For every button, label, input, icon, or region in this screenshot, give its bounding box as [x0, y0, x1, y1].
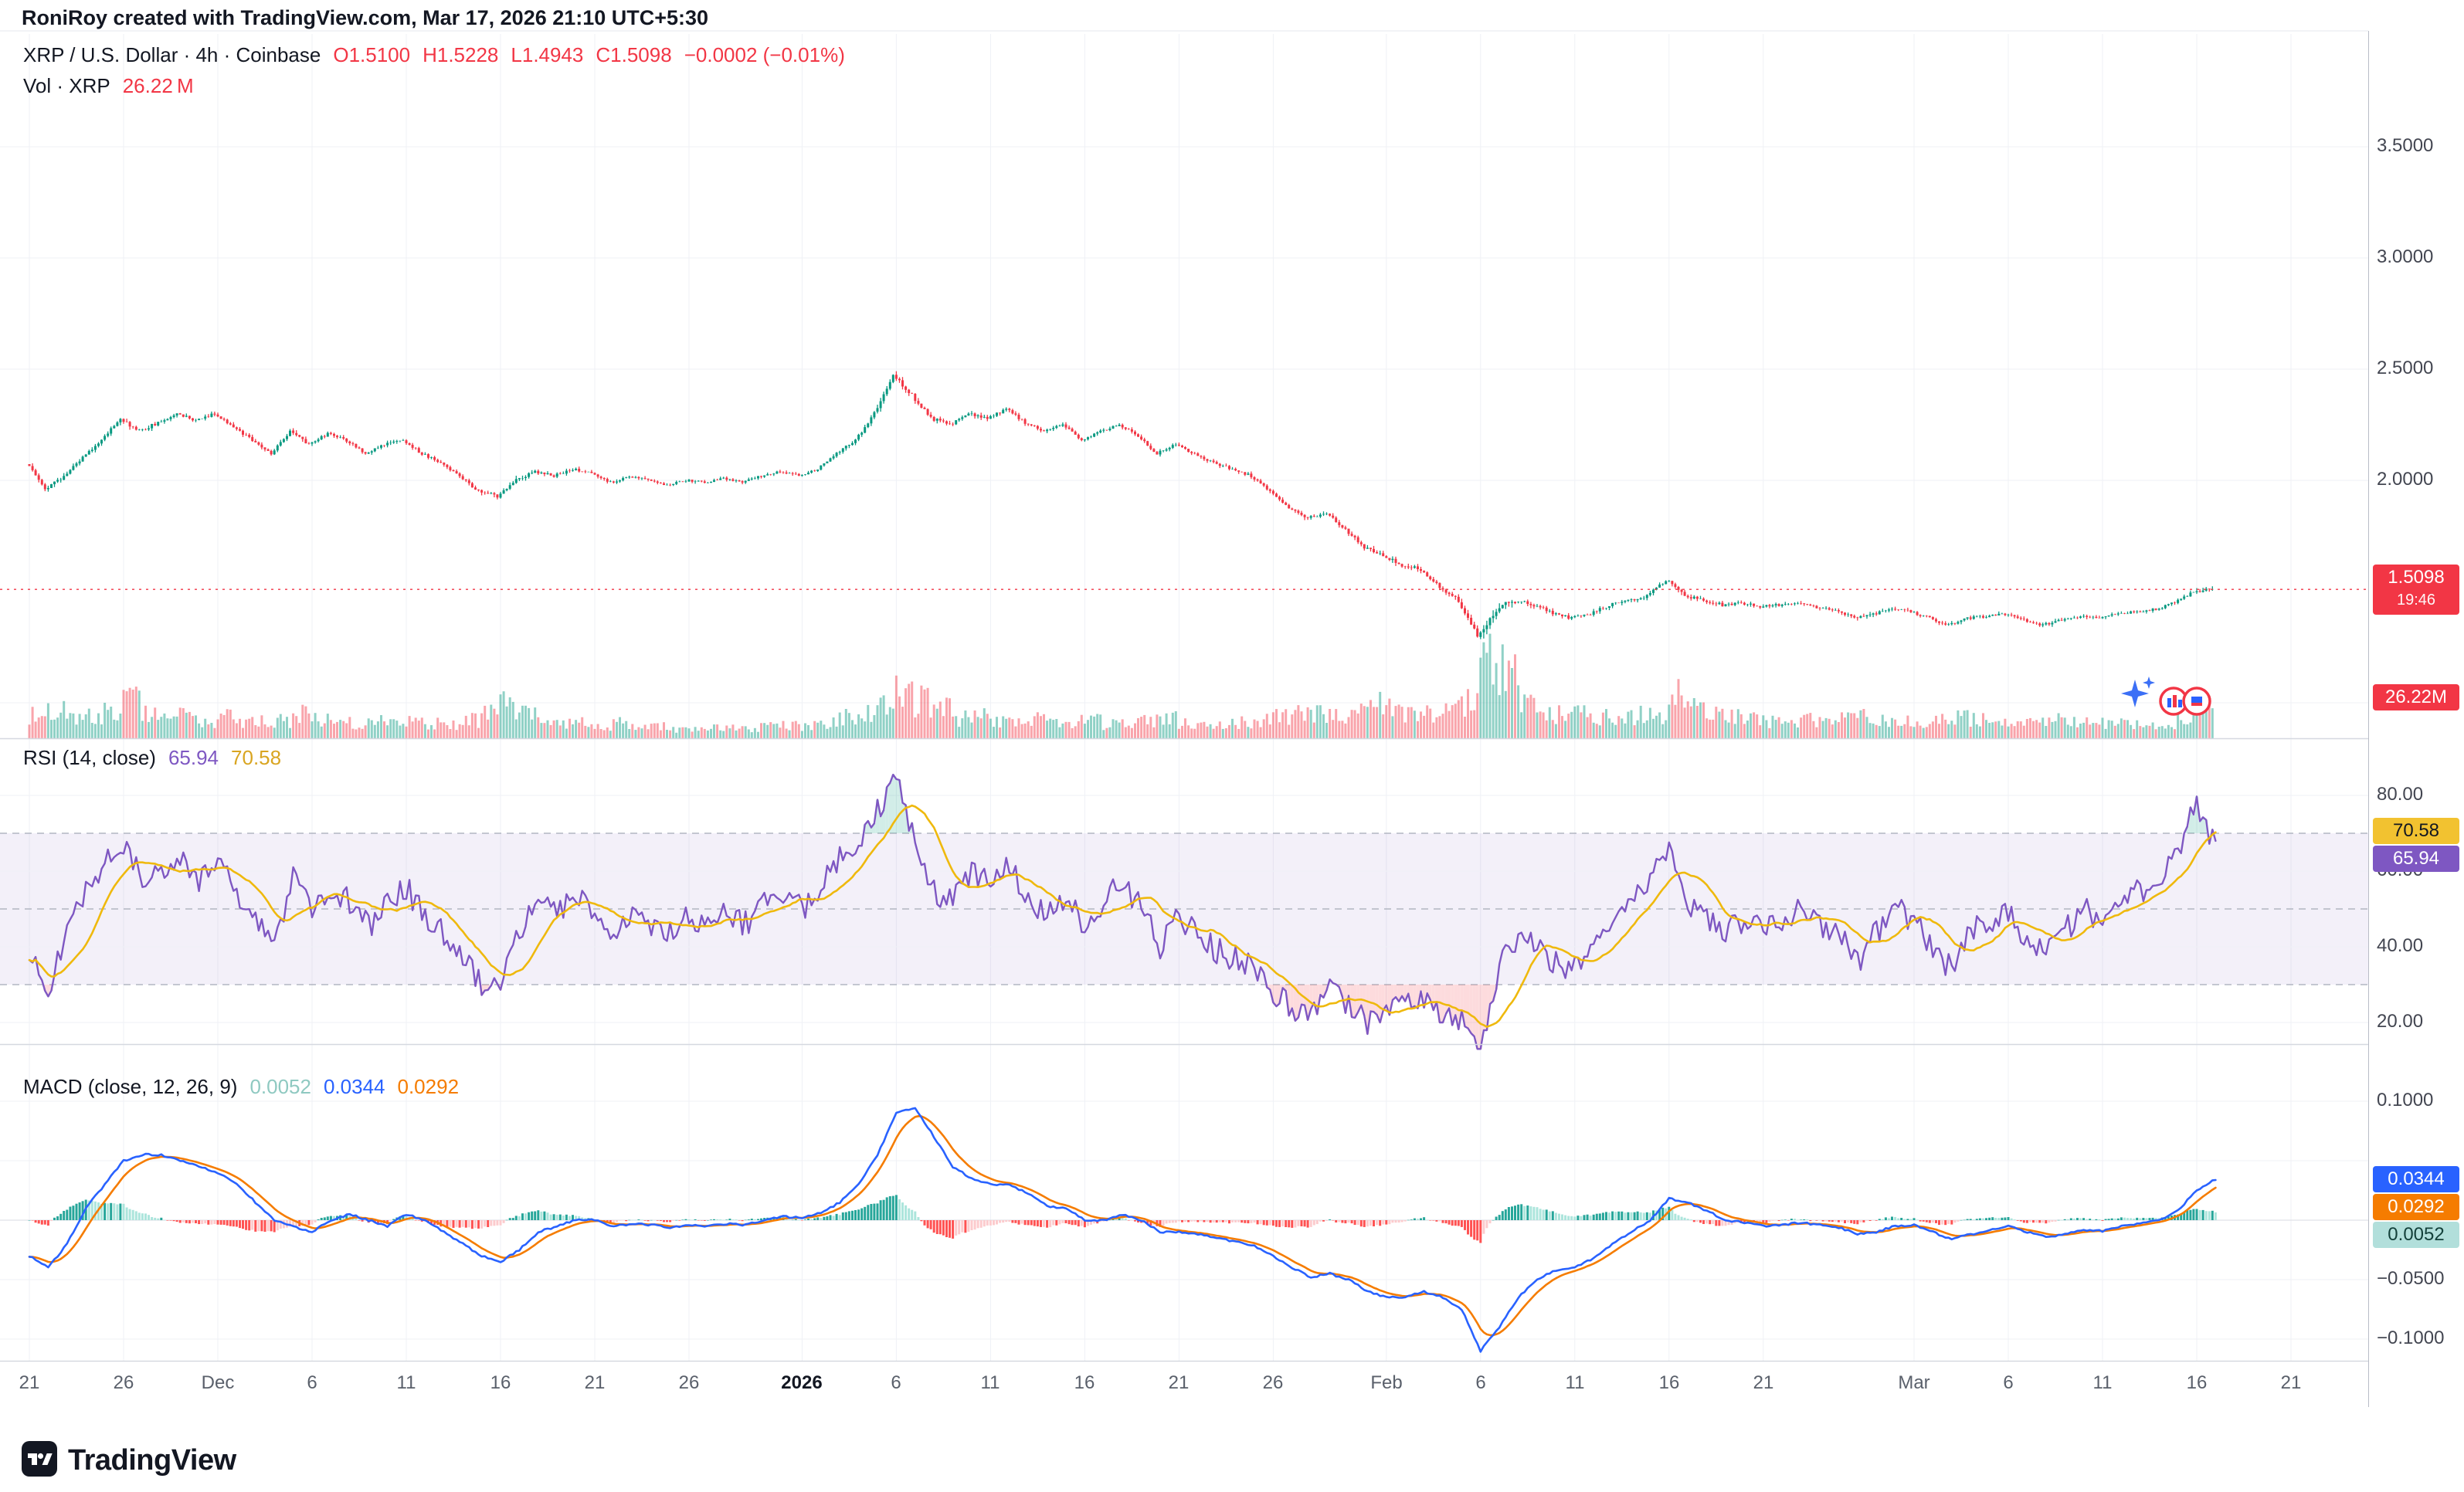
- volume-legend: Vol · XRP 26.22 M: [23, 74, 194, 98]
- tradingview-logo-icon[interactable]: [22, 1441, 57, 1480]
- macd-signal-value: 0.0292: [397, 1075, 460, 1098]
- axis-tick-label: 40.00: [2377, 935, 2424, 956]
- tradingview-wordmark: TradingView: [68, 1444, 236, 1477]
- time-tick-label: 11: [396, 1372, 416, 1393]
- macd-hist-badge: 0.0052: [2373, 1222, 2459, 1249]
- time-tick-label: 11: [980, 1372, 1000, 1393]
- footer-brand[interactable]: TradingView: [22, 1441, 236, 1480]
- axis-tick-label: 2.0000: [2377, 469, 2434, 490]
- time-tick-label: 11: [1565, 1372, 1585, 1393]
- macd-hist-value: 0.0052: [249, 1075, 311, 1098]
- rsi-label[interactable]: RSI (14, close): [23, 746, 156, 769]
- rsi-ma-badge: 70.58: [2373, 818, 2459, 845]
- bar-countdown: 19:46: [2396, 592, 2436, 609]
- rsi-ma-value: 70.58: [231, 746, 282, 769]
- rsi-value: 65.94: [168, 746, 219, 769]
- time-tick-label: 21: [1168, 1372, 1190, 1393]
- time-tick-label: 16: [1074, 1372, 1095, 1393]
- time-tick-label: 2026: [781, 1372, 823, 1393]
- last-price-value: 1.5098: [2388, 567, 2445, 588]
- rsi-legend: RSI (14, close) 65.94 70.58: [23, 746, 281, 770]
- axis-tick-label: 3.0000: [2377, 246, 2434, 267]
- volume-label[interactable]: Vol · XRP: [23, 74, 110, 97]
- time-tick-label: 16: [2186, 1372, 2208, 1393]
- ohlc-open: O1.5100: [333, 43, 411, 66]
- axis-tick-label: 2.5000: [2377, 358, 2434, 378]
- time-tick-label: Dec: [201, 1372, 235, 1393]
- time-tick-label: 16: [1658, 1372, 1680, 1393]
- ohlc-high: H1.5228: [423, 43, 499, 66]
- last-price-badge: 1.5098 19:46: [2373, 565, 2459, 615]
- macd-badge: 0.0344: [2373, 1166, 2459, 1193]
- macd-legend: MACD (close, 12, 26, 9) 0.0052 0.0344 0.…: [23, 1075, 459, 1099]
- time-axis[interactable]: 21 26 Dec 6 11 16 21 26 2026 6 11 16 21 26 Feb 6 11 16 21 M…: [0, 1361, 2368, 1408]
- time-tick-label: 21: [19, 1372, 40, 1393]
- time-tick-label: 26: [113, 1372, 134, 1393]
- event-markers[interactable]: [2118, 676, 2218, 724]
- axis-tick-label: 80.00: [2377, 784, 2424, 805]
- axis-tick-label: 20.00: [2377, 1011, 2424, 1032]
- macd-label[interactable]: MACD (close, 12, 26, 9): [23, 1075, 238, 1098]
- sparkle-small-icon: [2143, 676, 2155, 689]
- axis-tick-label: 0.1000: [2377, 1090, 2434, 1111]
- time-tick-label: Mar: [1898, 1372, 1930, 1393]
- time-tick-label: 6: [307, 1372, 317, 1393]
- volume-value: 26.22 M: [122, 74, 194, 97]
- volume-badge: 26.22M: [2373, 684, 2459, 710]
- time-tick-label: 11: [2092, 1372, 2113, 1393]
- symbol-legend: XRP / U.S. Dollar · 4h · Coinbase O1.510…: [23, 43, 845, 67]
- time-tick-label: 26: [1262, 1372, 1284, 1393]
- time-tick-label: 21: [1753, 1372, 1774, 1393]
- ohlc-change: −0.0002 (−0.01%): [684, 43, 845, 66]
- axis-tick-label: −0.1000: [2377, 1328, 2445, 1348]
- attribution-text: RoniRoy created with TradingView.com, Ma…: [22, 6, 709, 29]
- symbol-title[interactable]: XRP / U.S. Dollar · 4h · Coinbase: [23, 43, 321, 66]
- attribution-bar: RoniRoy created with TradingView.com, Ma…: [22, 6, 708, 30]
- ohlc-low: L1.4943: [511, 43, 584, 66]
- time-tick-label: 21: [2280, 1372, 2302, 1393]
- rsi-badge: 65.94: [2373, 846, 2459, 873]
- time-tick-label: 26: [678, 1372, 700, 1393]
- ohlc-close: C1.5098: [596, 43, 672, 66]
- time-tick-label: 6: [2003, 1372, 2014, 1393]
- time-tick-label: Feb: [1370, 1372, 1403, 1393]
- sparkle-icon: [2121, 680, 2149, 707]
- event-marker-icons: [2121, 676, 2211, 716]
- price-axis[interactable]: 1.5098 19:46 26.22M 70.58 65.94 0.0344 0…: [2368, 31, 2464, 1407]
- axis-tick-label: 3.5000: [2377, 135, 2434, 156]
- time-tick-label: 6: [891, 1372, 901, 1393]
- time-tick-label: 16: [490, 1372, 511, 1393]
- macd-signal-badge: 0.0292: [2373, 1194, 2459, 1221]
- chart-panes[interactable]: [0, 0, 2368, 1407]
- time-tick-label: 6: [1475, 1372, 1486, 1393]
- time-tick-label: 21: [584, 1372, 606, 1393]
- axis-tick-label: −0.0500: [2377, 1268, 2445, 1289]
- macd-line-value: 0.0344: [323, 1075, 385, 1098]
